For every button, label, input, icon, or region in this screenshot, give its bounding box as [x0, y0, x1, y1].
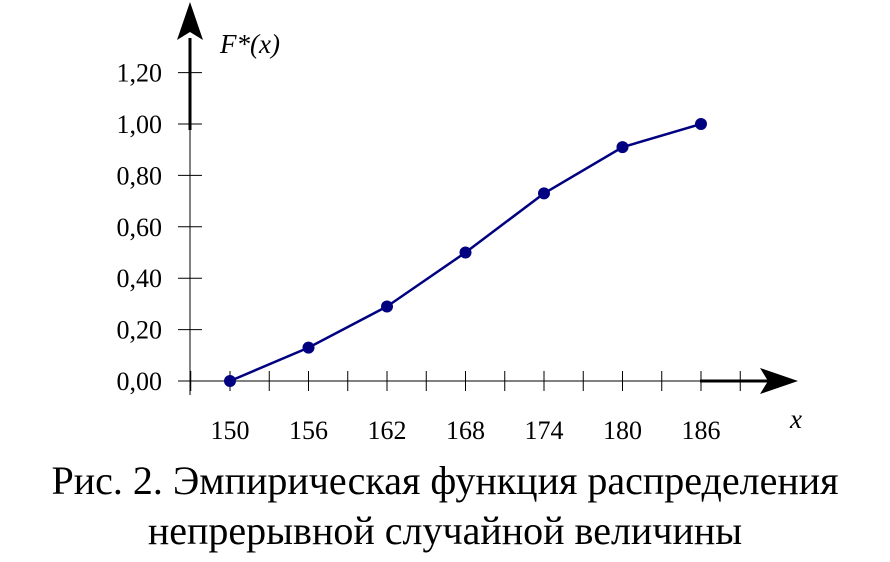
- data-point: [459, 246, 472, 259]
- x-tick-label: 150: [211, 416, 250, 445]
- figure-caption-line-2: непрерывной случайной величины: [147, 508, 743, 553]
- data-point: [302, 341, 315, 354]
- y-tick-label: 0,20: [117, 316, 163, 345]
- chart: 0,00 0,20 0,40 0,60 0,80 1,00 1,20 150 156 162 16…: [117, 2, 802, 445]
- data-point: [224, 375, 236, 387]
- x-tick-label: 180: [603, 416, 642, 445]
- data-point: [616, 141, 629, 154]
- series: [224, 118, 707, 387]
- y-axis-label: F*(x): [219, 29, 280, 59]
- axes: [177, 2, 798, 395]
- y-tick-label: 0,60: [117, 213, 163, 242]
- x-ticks: 150 156 162 168 174 180 186: [211, 416, 721, 445]
- x-axis-arrowhead: [760, 368, 798, 394]
- y-ticks: 0,00 0,20 0,40 0,60 0,80 1,00 1,20: [117, 59, 202, 396]
- x-minor-ticks: [190, 371, 741, 391]
- y-tick-label: 1,20: [117, 59, 163, 88]
- y-axis-arrowhead: [177, 2, 203, 40]
- data-point: [381, 300, 393, 313]
- x-tick-label: 162: [368, 416, 407, 445]
- data-point: [538, 187, 550, 200]
- x-tick-label: 174: [525, 416, 564, 445]
- x-tick-label: 186: [682, 416, 721, 445]
- y-tick-label: 0,80: [117, 161, 163, 190]
- x-axis-label: x: [789, 404, 802, 434]
- y-tick-label: 1,00: [117, 110, 163, 139]
- figure-caption-line-1: Рис. 2. Эмпирическая функция распределен…: [51, 458, 839, 503]
- data-point: [695, 118, 707, 130]
- y-tick-label: 0,00: [117, 367, 163, 396]
- x-tick-label: 168: [446, 416, 485, 445]
- x-tick-label: 156: [289, 416, 328, 445]
- y-tick-label: 0,40: [117, 264, 163, 293]
